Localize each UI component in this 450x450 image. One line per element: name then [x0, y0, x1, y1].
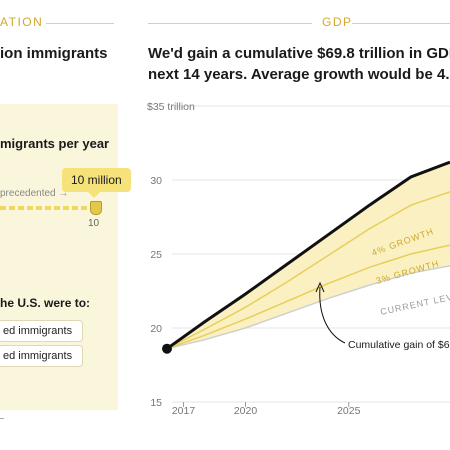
series-line-projected-gdp — [166, 160, 450, 350]
slider-handle[interactable] — [90, 201, 102, 215]
slider-track[interactable] — [0, 206, 95, 210]
gdp-heading-line1: We'd gain a cumulative $69.8 trillion in… — [148, 45, 450, 62]
annotation-arrow — [319, 286, 346, 344]
scenario-subheading: he U.S. were to: — [0, 296, 91, 310]
scenario-option-1[interactable]: ed immigrants — [0, 320, 84, 342]
section-label-immigration: ATION — [0, 15, 44, 29]
y-tick-label: $35 trillion — [147, 101, 195, 113]
scenario-option-2[interactable]: ed immigrants — [0, 345, 84, 367]
y-tick-label: 15 — [150, 397, 162, 409]
slider-value-label: 10 — [88, 218, 100, 229]
section-rule-left — [46, 23, 114, 24]
y-tick-label: 25 — [150, 249, 162, 261]
y-tick-label: 20 — [150, 323, 162, 335]
label-current-level: CURRENT LEVEL — [379, 289, 450, 317]
cumulative-gain-annotation: Cumulative gain of $6 — [348, 339, 450, 351]
immigration-heading: ion immigrants — [0, 45, 108, 62]
series-line-current-level — [166, 265, 450, 350]
gdp-heading-line2: next 14 years. Average growth would be 4… — [148, 66, 450, 83]
section-label-gdp: GDP — [322, 15, 353, 29]
x-tick-label: 2017 — [172, 405, 196, 417]
immigration-control-panel: migrants per year 10 million precedented… — [0, 104, 131, 410]
y-axis-ticks: $35 trillion 30 25 20 15 — [147, 101, 195, 409]
x-axis-ticks: 2017 2020 2025 — [172, 402, 361, 417]
left-axis-tick — [0, 418, 4, 419]
x-tick-label: 2025 — [337, 405, 361, 417]
slider-value-tooltip: 10 million — [62, 168, 131, 198]
start-point-dot — [162, 343, 172, 354]
unprecedented-label: precedented → — [0, 188, 69, 199]
x-tick-label: 2020 — [234, 405, 258, 417]
section-rule-gdp-left — [148, 23, 312, 24]
y-tick-label: 30 — [150, 175, 162, 187]
series-line-3-growth — [166, 244, 450, 350]
panel-title: migrants per year — [0, 136, 110, 151]
growth-band — [167, 162, 450, 349]
annotation-arrowhead — [315, 281, 325, 293]
series-line-4-growth — [166, 191, 450, 350]
section-rule-gdp-right — [352, 23, 450, 24]
